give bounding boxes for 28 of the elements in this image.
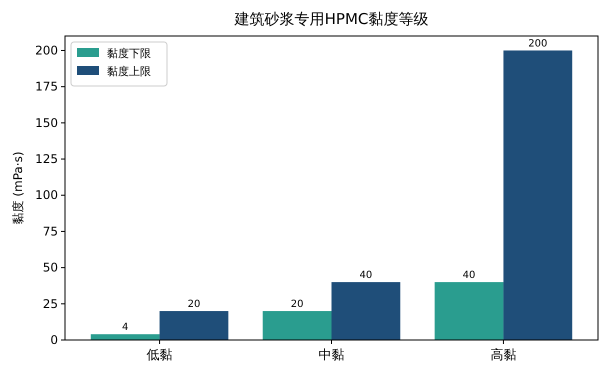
data-label: 40 (462, 270, 476, 282)
x-tick-label: 中黏 (318, 348, 344, 363)
y-tick-label: 75 (42, 224, 58, 238)
data-label: 20 (290, 299, 304, 310)
legend-label: 黏度上限 (107, 65, 151, 78)
chart-title: 建筑砂浆专用HPMC黏度等级 (234, 10, 428, 28)
y-tick-label: 100 (35, 188, 58, 202)
x-tick-label: 低黏 (146, 348, 173, 363)
y-tick-label: 175 (35, 80, 58, 94)
y-axis-title: 黏度 (mPa·s) (11, 152, 25, 224)
data-label: 4 (122, 322, 128, 334)
bar (90, 334, 160, 340)
y-tick-label: 50 (42, 260, 58, 275)
bar (160, 311, 228, 340)
y-tick-label: 125 (35, 152, 58, 166)
y-tick-label: 150 (35, 116, 58, 130)
x-tick-label: 高黏 (490, 347, 516, 363)
data-label: 200 (528, 38, 548, 50)
y-tick-label: 0 (50, 333, 58, 347)
data-label: 20 (188, 299, 200, 310)
bar (332, 282, 400, 340)
bar (434, 282, 504, 340)
bar (262, 311, 332, 340)
y-tick-label: 200 (35, 43, 58, 58)
bar (503, 50, 572, 340)
data-label: 40 (360, 270, 372, 282)
y-tick-label: 25 (42, 296, 58, 311)
legend-label: 黏度下限 (107, 47, 151, 60)
